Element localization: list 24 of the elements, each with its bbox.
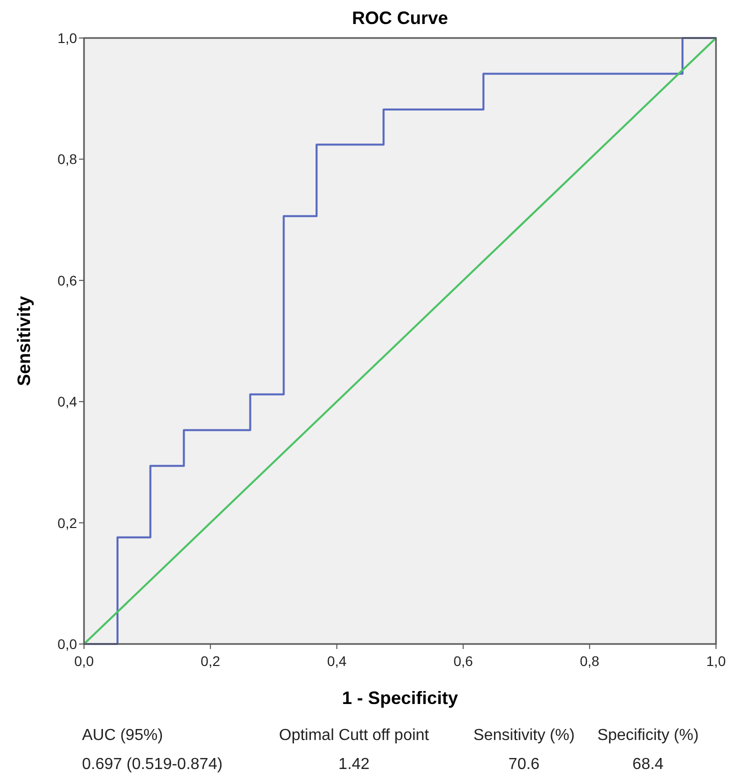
x-tick-label: 0,6	[453, 653, 474, 669]
text: 1.42	[338, 756, 370, 773]
y-tick-label: 0,6	[58, 272, 78, 288]
x-tick-label: 0,4	[327, 653, 347, 669]
x-tick-label: 0,8	[580, 653, 600, 669]
text: 0.697 (0.519-0.874)	[82, 756, 223, 773]
x-tick-label: 1,0	[706, 653, 726, 669]
y-tick-label: 1,0	[58, 30, 78, 46]
y-axis-title: Sensitivity	[14, 296, 34, 386]
line-series	[83, 37, 717, 645]
text: 68.4	[632, 756, 664, 773]
y-tick-label: 0,4	[58, 394, 78, 410]
text: Specificity (%)	[597, 727, 699, 744]
text: 70.6	[508, 756, 540, 773]
text: Sensitivity (%)	[473, 727, 575, 744]
x-tick-label: 0,2	[200, 653, 220, 669]
x-axis-title: 1 - Specificity	[342, 688, 458, 708]
x-tick-label: 0,0	[74, 653, 94, 669]
y-tick-label: 0,0	[58, 636, 78, 652]
chart-title: ROC Curve	[352, 8, 448, 28]
text: Optimal Cutt off point	[279, 727, 430, 744]
y-tick-label: 0,2	[58, 514, 78, 531]
y-tick-label: 0,8	[58, 151, 78, 168]
text: AUC (95%)	[82, 727, 163, 744]
